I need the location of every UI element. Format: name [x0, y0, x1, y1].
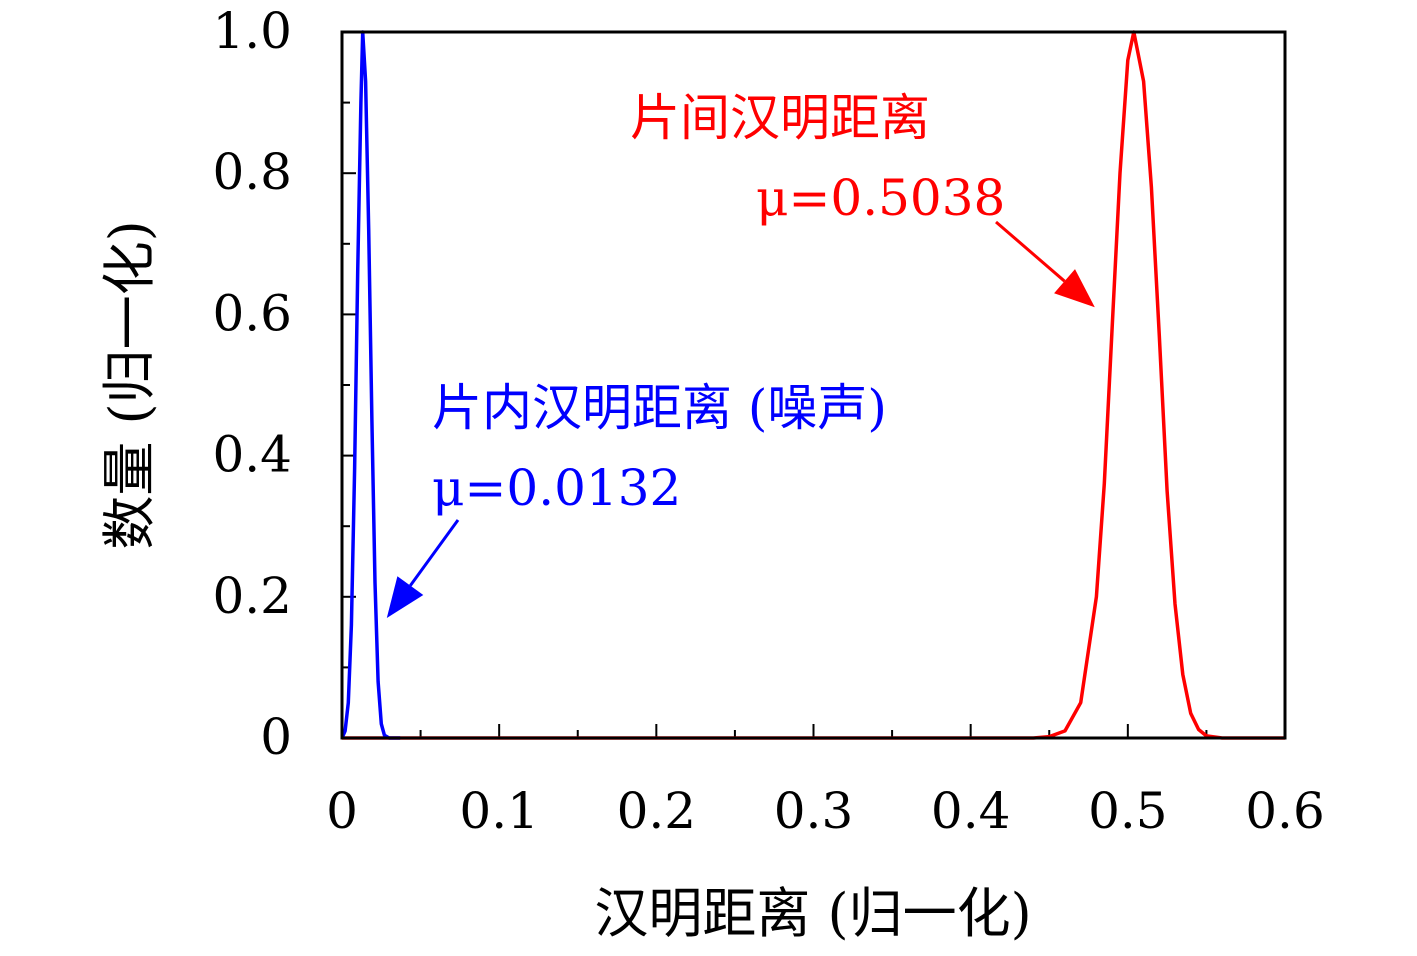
y-tick-label: 1.0: [212, 2, 292, 60]
y-axis-ticks: 0 0.2 0.4 0.6 0.8 1.0: [212, 2, 356, 766]
inter-annotation-mu: μ=0.5038: [756, 169, 1005, 227]
y-tick-label: 0.6: [212, 284, 292, 342]
inter-arrow: [995, 220, 1066, 283]
y-tick-label: 0.8: [212, 143, 292, 201]
y-tick-label: 0: [260, 708, 292, 766]
intra-arrow: [409, 519, 460, 587]
x-tick-label: 0: [326, 782, 358, 840]
x-axis-title: 汉明距离 (归一化): [594, 882, 1031, 945]
y-axis-title: 数量 (归一化): [98, 220, 161, 549]
intra-arrow-head: [386, 576, 424, 618]
series-layer: [340, 30, 1285, 740]
intra-annotation-title: 片内汉明距离 (噪声): [432, 379, 887, 437]
x-axis-ticks: 0 0.1 0.2 0.3 0.4 0.5 0.6: [326, 724, 1325, 840]
y-tick-label: 0.4: [212, 426, 292, 484]
x-tick-label: 0.2: [617, 782, 697, 840]
x-tick-label: 0.3: [774, 782, 854, 840]
annotation-intra: 片内汉明距离 (噪声) μ=0.0132: [386, 379, 887, 618]
series-line-1: [342, 30, 1285, 740]
x-tick-label: 0.1: [459, 782, 539, 840]
intra-annotation-mu: μ=0.0132: [432, 459, 681, 517]
annotation-inter: 片间汉明距离 μ=0.5038: [630, 89, 1095, 308]
y-tick-label: 0.2: [212, 567, 292, 625]
x-tick-label: 0.4: [931, 782, 1011, 840]
series-line-0: [340, 30, 401, 740]
x-tick-label: 0.6: [1245, 782, 1325, 840]
plot-frame: [340, 30, 1287, 740]
inter-arrow-head: [1054, 269, 1095, 308]
inter-annotation-title: 片间汉明距离: [630, 89, 930, 147]
x-tick-label: 0.5: [1088, 782, 1168, 840]
